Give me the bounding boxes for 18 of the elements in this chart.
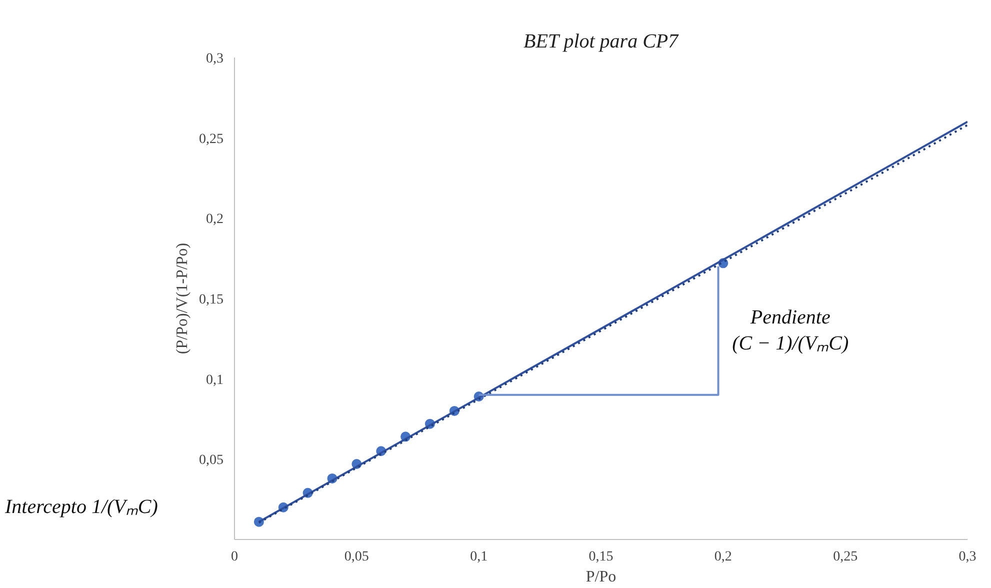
y-axis-title: (P/Po)/V(1-P/Po) [174,242,191,354]
x-tick-label: 0,05 [344,550,369,564]
annotation: Pendiente (C − 1)/(VₘC) [732,306,850,355]
x-axis-title: P/Po [586,568,616,586]
x-tick-label: 0,3 [958,550,976,564]
text: Intercepto 1/(VₘC) [5,495,158,520]
x-tick-label: 0 [231,550,238,564]
x-tick-label: 0,15 [588,550,614,564]
y-tick-label: 0,15 [199,292,224,308]
x-tick-label: 0,1 [470,550,488,564]
y-tick-label: 0,2 [206,212,224,228]
y-tick-label: 0,3 [206,52,224,66]
x-tick-label: 0,2 [714,550,732,564]
y-tick-label: 0,25 [199,132,224,147]
x-tick-label: 0,25 [833,550,858,564]
chart-title: BET plot para CP7 [523,30,680,52]
y-tick-label: 0,1 [206,372,224,388]
y-tick-label: 0,05 [199,453,224,468]
